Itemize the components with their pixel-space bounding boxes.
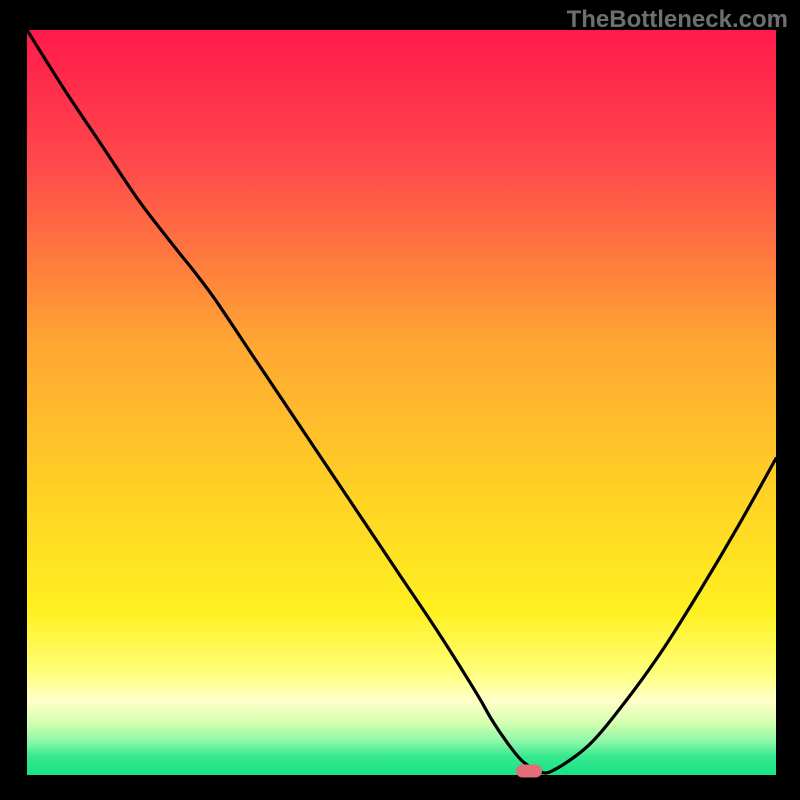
bottleneck-curve bbox=[27, 30, 776, 775]
canvas: TheBottleneck.com bbox=[0, 0, 800, 800]
curve-path bbox=[27, 30, 776, 773]
plot-area bbox=[27, 30, 776, 775]
optimal-marker bbox=[516, 764, 542, 777]
